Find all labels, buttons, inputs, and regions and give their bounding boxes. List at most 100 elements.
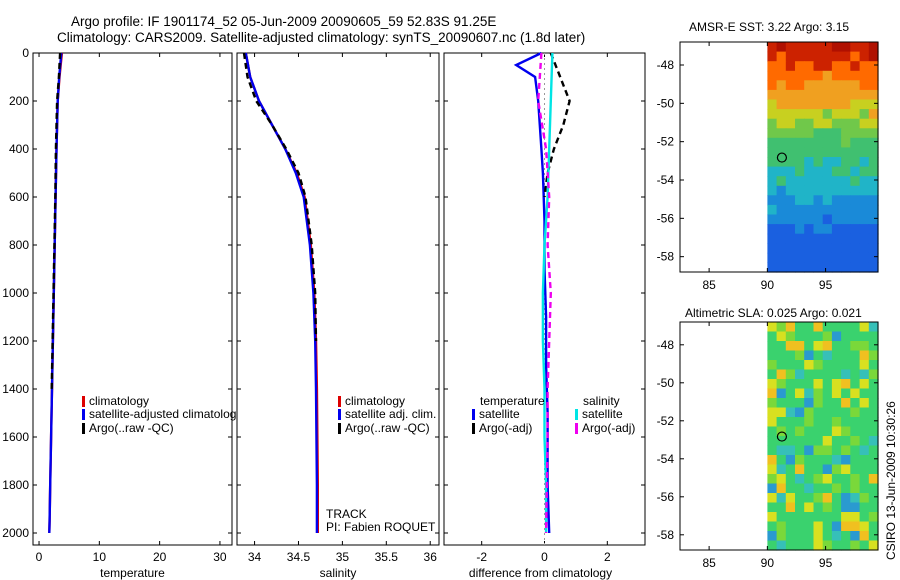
map-cell [859,176,870,187]
map-cell [767,493,778,504]
argo-position-marker [776,431,788,442]
map-cell [767,166,778,177]
map-cell [813,195,824,206]
map-cell [776,388,787,399]
map-cell [813,417,824,428]
map-cell [776,407,787,418]
map-cell [850,388,861,399]
map-cell [785,474,796,485]
map-cell [868,426,879,437]
map-cell [822,176,833,187]
map-cell [841,398,851,409]
map-cell [813,61,824,72]
map-cell [841,166,851,177]
map-cell [831,464,842,475]
map-cell [813,80,824,91]
map-cell [859,455,870,466]
map-cell [804,417,814,428]
map-cell [822,147,833,158]
map-cell [868,369,879,380]
map-cell [813,350,824,361]
map-cell [841,42,851,53]
x-tick-label: 34.5 [287,550,311,564]
map-cell [813,204,824,216]
x-tick-label: 2 [604,550,611,564]
legend-temp-argo-label: Argo(-adj) [479,421,532,435]
map-cell [850,502,861,513]
map-cell [785,512,796,523]
map-cell [804,521,814,532]
map-cell [785,331,796,342]
map-cell [813,445,824,456]
x-tick-label: 34 [248,550,262,564]
profile-panel-3 [443,51,646,546]
map-cell [831,417,842,428]
map-cell [822,360,833,371]
map-cell [767,214,778,225]
profile-panel-2 [236,52,440,546]
map-cell [813,89,824,101]
map-cell [868,51,879,62]
map-cell [841,322,851,333]
map-cell [804,214,814,225]
map-cell [813,166,824,177]
map-cell [785,70,796,81]
map-cell [804,195,814,206]
map-cell [795,224,805,235]
map-cell [859,147,870,158]
map-cell [785,322,796,333]
map-cell [859,417,870,428]
map-cell [868,360,879,371]
map-cell [767,407,778,418]
map-cell [831,128,842,139]
map-cell [822,502,833,513]
map-cell [785,42,796,53]
legend-argo-swatch [338,423,341,434]
legend-argo-label: Argo(..raw -QC) [345,421,430,435]
map-cell [822,531,833,542]
x-tick-label: 0 [541,550,548,564]
map-cell [767,455,778,466]
map-cell [804,185,814,196]
map-cell [795,176,805,187]
map-cell [804,166,814,177]
map-cell [841,464,851,475]
map-cell [841,369,851,380]
map-cell [868,185,879,196]
map-cell [831,176,842,187]
map-cell [785,388,796,399]
map-cell [795,80,805,91]
map-cell [822,70,833,81]
map-cell [785,341,796,352]
legend-sal-satellite-label: satellite [582,407,623,421]
map-cell [785,109,796,120]
map-cell [785,128,796,139]
map-cell [804,89,814,101]
y-tick-label: 2000 [2,526,29,540]
map-cell [822,243,833,254]
map-cell [859,262,870,273]
map-cell [767,233,778,244]
x-tick-label: 36 [424,550,438,564]
map-cell [776,99,787,110]
legend-sal-argo-label: Argo(-adj) [582,421,635,435]
map-cell [767,128,778,139]
map-cell [841,61,851,72]
map-cell [841,80,851,91]
x-tick-label: 90 [761,278,775,292]
map-cell [859,512,870,523]
series-line-salinity-satellite [541,52,554,533]
map-cell [850,322,861,333]
map-cell [831,521,842,532]
x-axis-label: difference from climatology [469,566,612,580]
map-cell [804,322,814,333]
map-cell [868,262,879,273]
map-cell [859,407,870,418]
map-cell [785,118,796,129]
map-cell [831,502,842,513]
map-cell [822,262,833,273]
map-cell [841,89,851,101]
map-cell [850,360,861,371]
map-cell [850,531,861,542]
map-cell [767,360,778,371]
